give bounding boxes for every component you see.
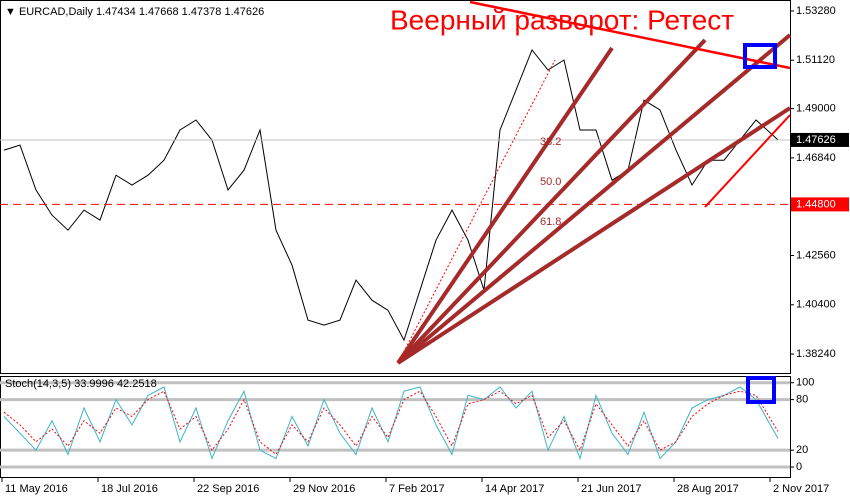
stoch-pane-border: [0, 376, 791, 478]
stoch-header: Stoch(14,3,5) 33.9996 42.2518: [5, 378, 157, 390]
x-tick-label: 18 Jul 2016: [101, 483, 158, 495]
fan-line: [396, 33, 792, 365]
y-tick-label: 1.51120: [796, 54, 835, 66]
plot-layer: 1.53280 1.51120 1.49000 1.46840 1.42560 1.404…: [0, 5, 849, 495]
fan-line: [396, 106, 792, 365]
trend-line: [469, 0, 791, 70]
price-pane-border: [0, 0, 791, 374]
fan-line: [396, 38, 707, 365]
y-tick-label: 1.53280: [796, 5, 836, 17]
x-tick-label: 28 Aug 2017: [677, 483, 739, 495]
y-tick-label: 100: [796, 377, 814, 389]
highlight-box: [743, 43, 777, 69]
x-tick-label: 2 Nov 2017: [773, 483, 829, 495]
y-tick-label: 20: [796, 444, 808, 456]
low: 1.47378: [182, 6, 222, 18]
y-tick-label: 1.42560: [796, 249, 836, 261]
x-tick-label: 22 Sep 2016: [197, 483, 259, 495]
stoch-signal: 42.2518: [117, 378, 157, 390]
stoch-line: [3, 386, 779, 461]
x-tick-label: 14 Apr 2017: [485, 483, 544, 495]
indicator: Stoch(14,3,5): [5, 378, 71, 390]
price-header: ▼ EURCAD,Daily 1.47434 1.47668 1.47378 1…: [5, 6, 264, 18]
current-price-label: 1.47626: [796, 134, 836, 146]
stoch-main: 33.9996: [74, 378, 114, 390]
trend-line: [704, 114, 791, 208]
fan-drawing: [396, 33, 792, 365]
y-tick-label: 1.49000: [796, 102, 836, 114]
fib-label: 61.8: [540, 216, 561, 228]
y-tick-label: 1.38240: [796, 348, 836, 360]
x-tick-label: 29 Nov 2016: [293, 483, 355, 495]
fib-label: 50.0: [540, 176, 561, 188]
x-tick-label: 7 Feb 2017: [389, 483, 445, 495]
stoch-line: [3, 390, 779, 456]
x-tick-label: 11 May 2016: [5, 483, 68, 495]
fib-line: [397, 59, 556, 364]
x-tick-label: 21 Jun 2017: [581, 483, 642, 495]
level-label-box: [791, 197, 849, 212]
symbol: EURCAD,Daily: [19, 6, 93, 18]
annotation: Веерный разворот: Ретест: [390, 4, 734, 35]
fib-label: 38.2: [540, 136, 561, 148]
highlight-box: [746, 376, 776, 404]
y-tick-label: 1.40400: [796, 299, 836, 311]
high: 1.47668: [139, 6, 179, 18]
fan-line: [396, 46, 614, 365]
y-tick-label: 0: [796, 461, 802, 473]
open: 1.47434: [96, 6, 136, 18]
close: 1.47626: [224, 6, 264, 18]
current-price-box: [791, 132, 849, 147]
y-tick-label: 80: [796, 394, 808, 406]
price-line: [3, 49, 779, 342]
y-tick-label: 1.46840: [796, 152, 836, 164]
level-label: 1.44800: [796, 198, 836, 210]
